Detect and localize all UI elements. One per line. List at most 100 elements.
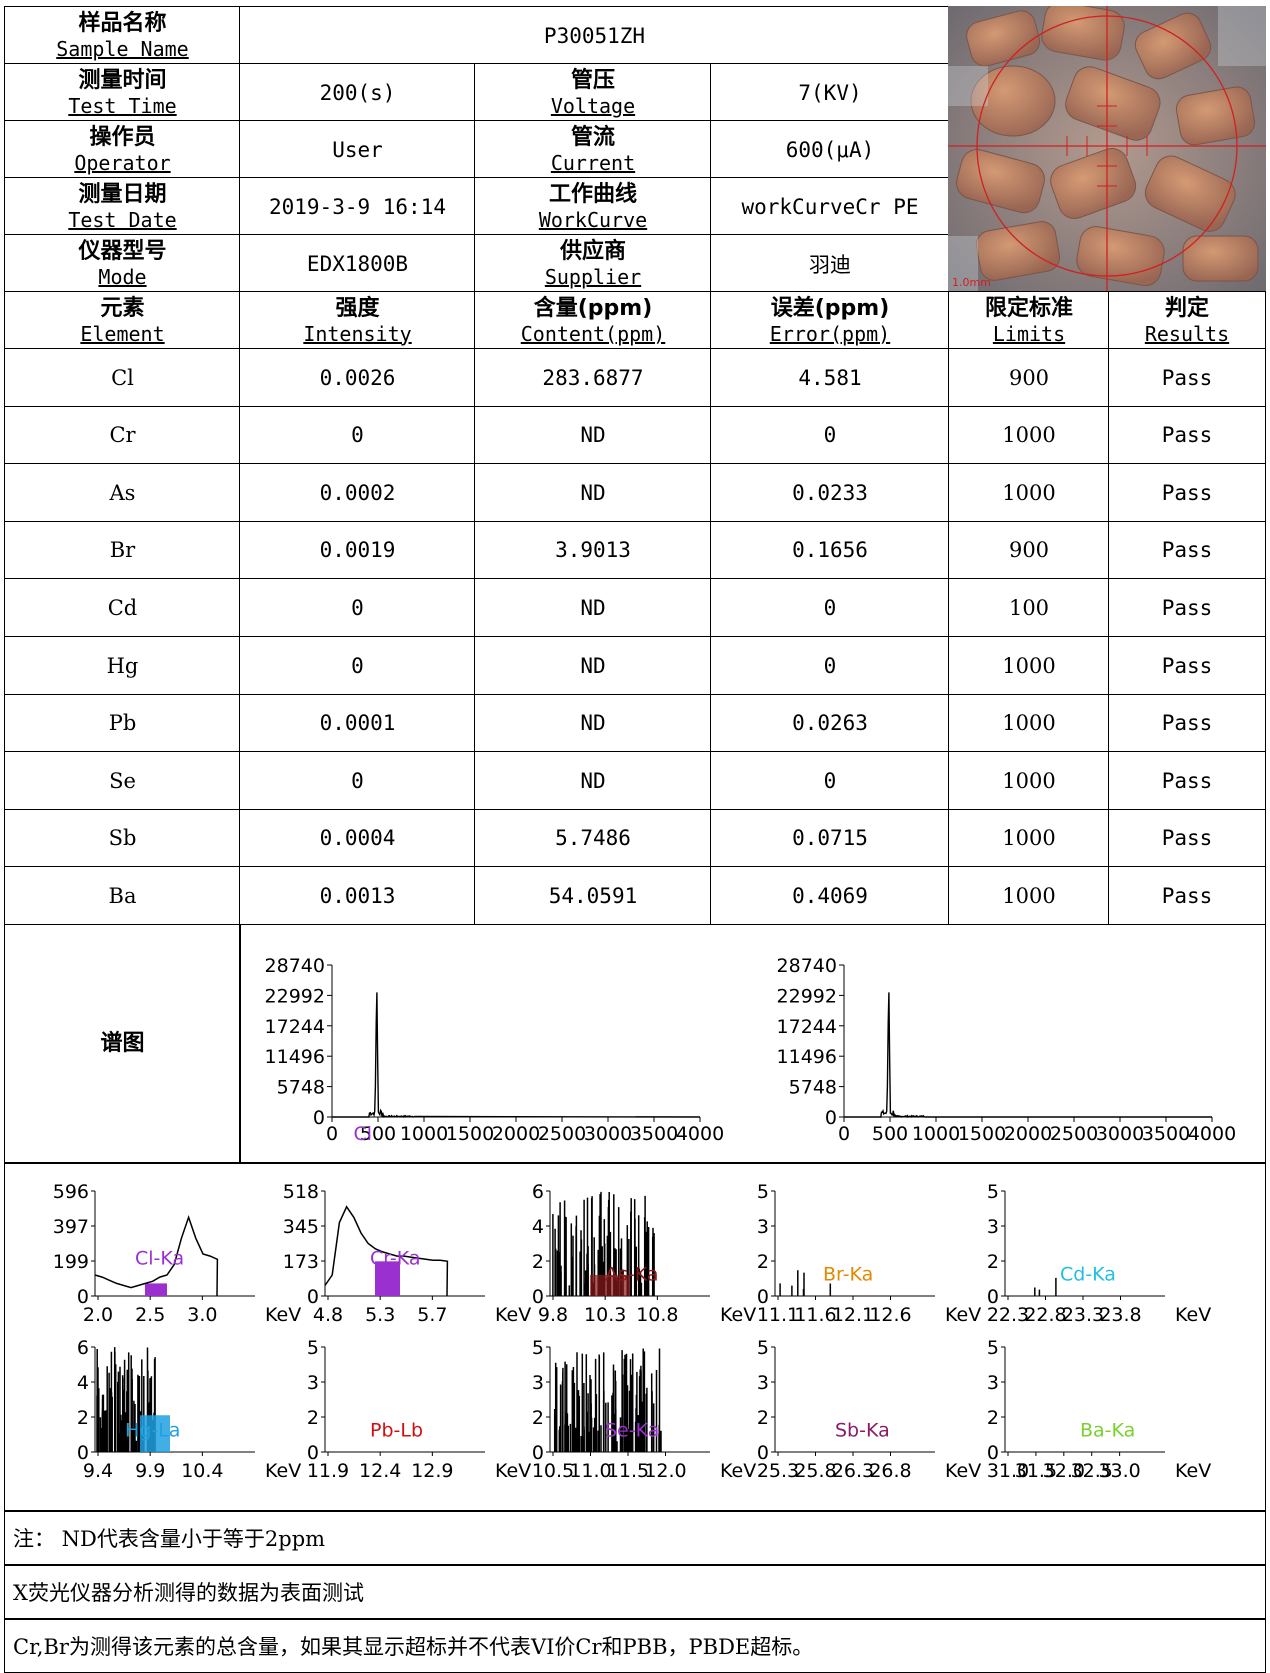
col-limits: 限定标准 Limits (948, 291, 1110, 350)
element-y-tick-label: 345 (283, 1216, 319, 1238)
test-date-label-cn: 测量日期 (78, 181, 167, 207)
overview-x-tick-label: 0 (326, 1123, 338, 1145)
voltage-label: 管压 Voltage (474, 63, 712, 122)
row-as-intensity: 0.0002 (239, 463, 476, 523)
overview-x-tick-label: 2000 (492, 1123, 540, 1145)
overview-x-tick-label: 1000 (912, 1123, 960, 1145)
overview-y-tick-label: 0 (825, 1107, 837, 1129)
supplier-label: 供应商 Supplier (474, 234, 712, 293)
row-ba-content: 54.0591 (474, 866, 712, 926)
element-peak-label: As-Ka (605, 1263, 659, 1285)
row-ba-element: Ba (4, 866, 241, 926)
overview-spectrum-trace (332, 992, 701, 1118)
note-nd: 注： ND代表含量小于等于2ppm (4, 1510, 1266, 1566)
test-date-label: 测量日期 Test Date (4, 177, 241, 236)
element-x-tick-label: 10.4 (181, 1460, 223, 1482)
row-hg-limit: 1000 (948, 636, 1110, 695)
row-as-limit: 1000 (948, 463, 1110, 523)
element-x-tick-label: 11.6 (794, 1304, 836, 1326)
row-sb-result: Pass (1108, 808, 1266, 868)
row-sb-limit: 1000 (948, 808, 1110, 868)
row-br-error: 0.1656 (710, 520, 950, 580)
photo-scale-label: 1.0mm (952, 276, 991, 289)
element-y-tick-label: 0 (77, 1442, 89, 1464)
operator-value: User (239, 120, 476, 179)
overview-x-tick-label: 4000 (676, 1123, 724, 1145)
element-roi (140, 1415, 170, 1452)
overview-y-tick-label: 5748 (789, 1077, 837, 1099)
sample-name-label-cn: 样品名称 (78, 10, 167, 36)
test-time-label-en: Test Time (68, 93, 177, 118)
element-x-tick-label: 2.0 (83, 1304, 113, 1326)
col-error-cn: 误差(ppm) (770, 295, 890, 321)
overview-y-tick-label: 28740 (777, 955, 837, 977)
element-y-tick-label: 0 (532, 1286, 544, 1308)
supplier-label-cn: 供应商 (559, 238, 626, 264)
workcurve-value: workCurveCr PE (710, 177, 950, 236)
element-y-tick-label: 2 (987, 1407, 999, 1429)
element-y-tick-label: 4 (77, 1372, 89, 1394)
mode-label-cn: 仪器型号 (78, 238, 167, 264)
element-spectrum-cd-ka: 5 3 2 022.322.823.323.8 KeV Cd-Ka (987, 1181, 1211, 1326)
element-spectrum-trace (779, 1270, 832, 1296)
element-y-tick-label: 5 (307, 1337, 319, 1359)
col-results-cn: 判定 (1164, 295, 1209, 321)
row-as-element: As (4, 463, 241, 523)
row-pb-content: ND (474, 693, 712, 753)
element-x-tick-label: 5.3 (365, 1304, 395, 1326)
test-time-value: 200(s) (239, 63, 476, 122)
spectrum-overview-panel: 28740 22992 17244 11496 5748 0 0 500 1000 1500 200… (239, 924, 1266, 1164)
row-cd-content: ND (474, 578, 712, 638)
element-roi (145, 1283, 167, 1296)
element-x-tick-label: 22.8 (1024, 1304, 1066, 1326)
element-peak-label: Cr-Ka (370, 1248, 421, 1270)
row-pb-limit: 1000 (948, 693, 1110, 753)
element-spectra-panel: 596 397 199 0 2.0 2.5 3.0 KeV Cl-Ka 518 345 173 0 4.8… (4, 1162, 1266, 1512)
element-x-tick-label: 11.5 (607, 1460, 649, 1482)
element-x-tick-label: 9.8 (538, 1304, 568, 1326)
voltage-value: 7(KV) (710, 63, 950, 122)
overview-y-tick-label: 11496 (777, 1046, 837, 1068)
element-y-tick-label: 0 (307, 1442, 319, 1464)
current-label-en: Current (550, 150, 636, 175)
row-hg-content: ND (474, 636, 712, 695)
test-time-label: 测量时间 Test Time (4, 63, 241, 122)
overview-y-tick-label: 17244 (265, 1016, 325, 1038)
overview-x-tick-label: 500 (360, 1123, 396, 1145)
supplier-value: 羽迪 (710, 234, 950, 293)
element-x-tick-label: 32.5 (1071, 1460, 1113, 1482)
row-ba-limit: 1000 (948, 866, 1110, 926)
overview-x-tick-label: 2000 (1004, 1123, 1052, 1145)
element-y-tick-label: 3 (757, 1216, 769, 1238)
row-ba-error: 0.4069 (710, 866, 950, 926)
row-se-intensity: 0 (239, 751, 476, 811)
element-x-tick-label: 26.3 (832, 1460, 874, 1482)
element-x-tick-label: 11.1 (757, 1304, 799, 1326)
row-br-result: Pass (1108, 520, 1266, 580)
mode-label: 仪器型号 Mode (4, 234, 241, 293)
overview-x-tick-label: 1500 (446, 1123, 494, 1145)
overview-y-tick-label: 22992 (265, 985, 325, 1007)
workcurve-label: 工作曲线 WorkCurve (474, 177, 712, 236)
operator-label: 操作员 Operator (4, 120, 241, 179)
row-hg-error: 0 (710, 636, 950, 695)
col-intensity: 强度 Intensity (239, 291, 476, 350)
element-peak-label: Br-Ka (823, 1263, 873, 1285)
element-peak-label: Se-Ka (605, 1419, 659, 1441)
element-peak-label: Cl-Ka (135, 1248, 184, 1270)
element-x-tick-label: 33.0 (1098, 1460, 1140, 1482)
row-pb-error: 0.0263 (710, 693, 950, 753)
element-x-tick-label: 12.1 (832, 1304, 874, 1326)
element-x-tick-label: 23.8 (1099, 1304, 1141, 1326)
row-br-limit: 900 (948, 520, 1110, 580)
element-x-unit: KeV (720, 1460, 756, 1482)
row-sb-error: 0.0715 (710, 808, 950, 868)
element-x-tick-label: 10.8 (636, 1304, 678, 1326)
row-br-intensity: 0.0019 (239, 520, 476, 580)
overview-marker-label: Cl (354, 1123, 373, 1145)
test-date-value: 2019-3-9 16:14 (239, 177, 476, 236)
row-cd-result: Pass (1108, 578, 1266, 638)
element-y-tick-label: 4 (532, 1216, 544, 1238)
element-x-unit: KeV (495, 1304, 531, 1326)
row-sb-intensity: 0.0004 (239, 808, 476, 868)
